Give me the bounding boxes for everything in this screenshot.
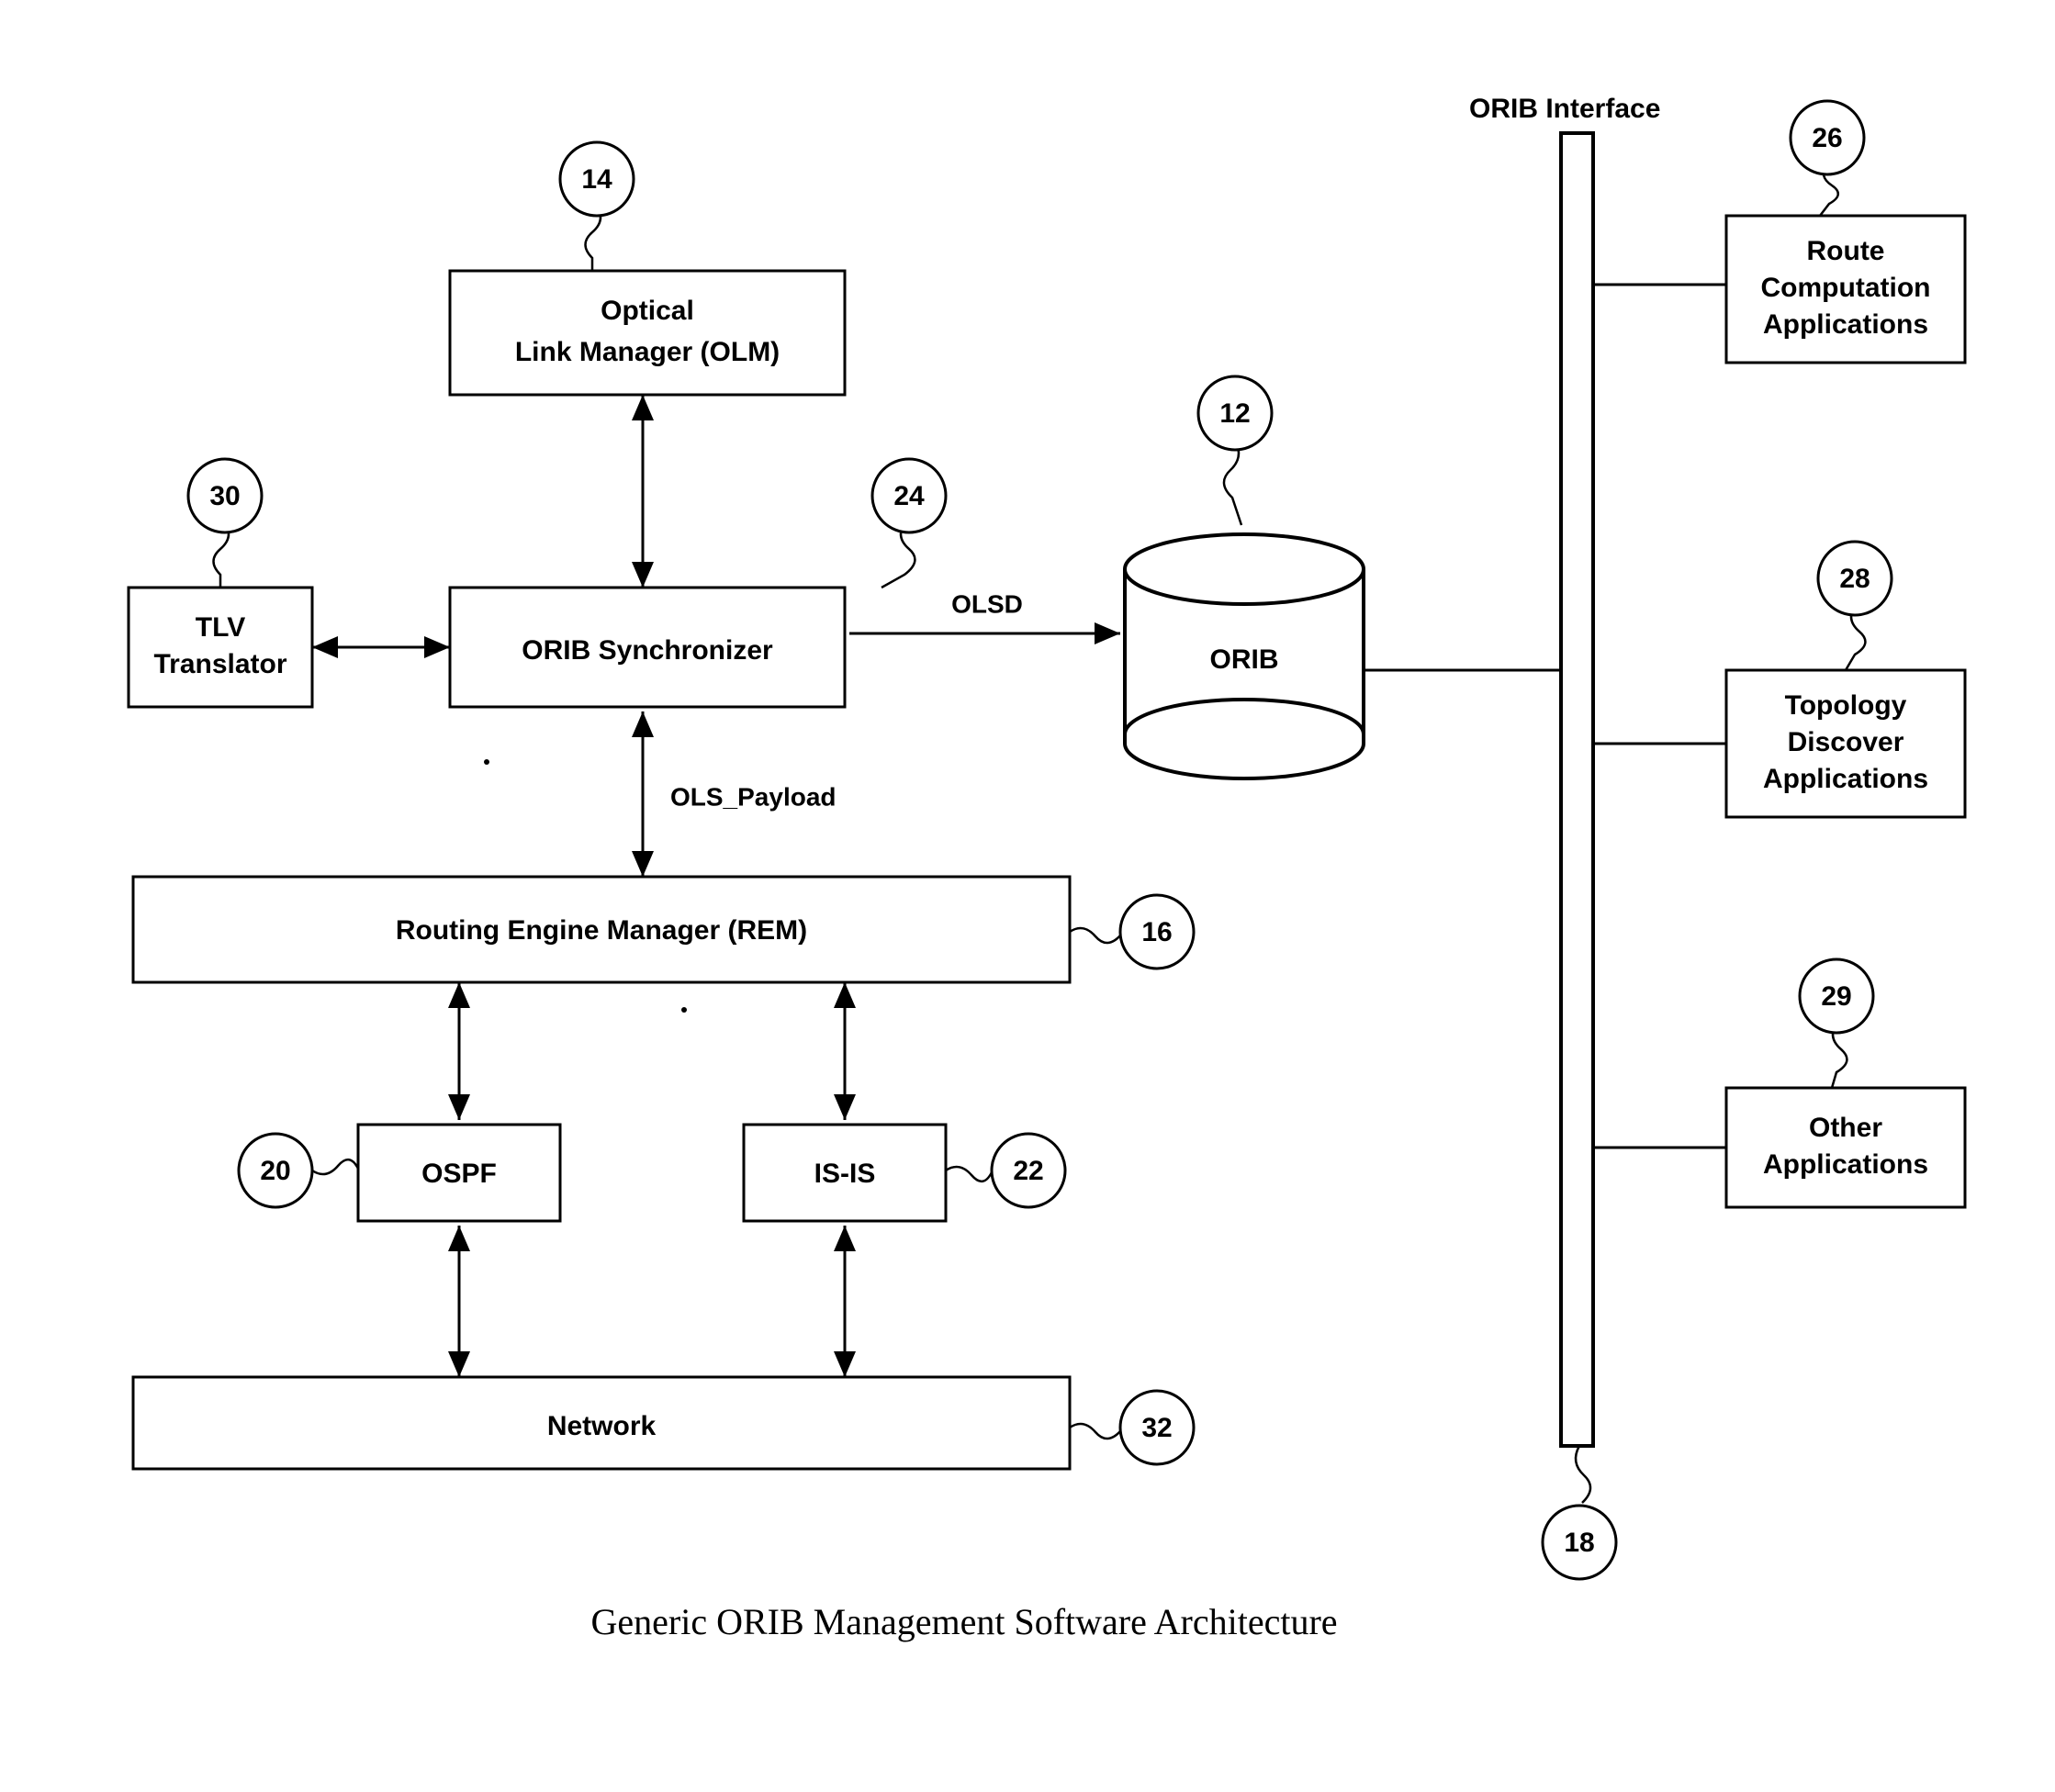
ospf-label: OSPF	[421, 1159, 497, 1189]
tlv-label-1: TLV	[196, 612, 245, 643]
topo-label-1: Topology	[1785, 690, 1907, 721]
ref-26: 26	[1791, 101, 1864, 216]
svg-text:29: 29	[1821, 981, 1851, 1012]
ref-16: 16	[1070, 895, 1194, 969]
topo-label-2: Discover	[1788, 727, 1904, 757]
ref-14: 14	[560, 142, 634, 271]
svg-text:26: 26	[1812, 123, 1842, 153]
ref-22: 22	[946, 1134, 1065, 1207]
node-sync: ORIB Synchronizer	[450, 588, 845, 707]
ref-32: 32	[1070, 1391, 1194, 1464]
dot-decor-2	[681, 1007, 687, 1013]
node-route-app: Route Computation Applications	[1726, 216, 1965, 363]
svg-text:12: 12	[1219, 398, 1250, 429]
diagram-caption: Generic ORIB Management Software Archite…	[590, 1601, 1337, 1642]
svg-text:14: 14	[581, 164, 612, 195]
node-olm: Optical Link Manager (OLM)	[450, 271, 845, 395]
ref-28: 28	[1818, 542, 1892, 670]
node-isis: IS-IS	[744, 1125, 946, 1221]
rem-label: Routing Engine Manager (REM)	[396, 915, 807, 946]
tlv-label-2: Translator	[153, 649, 286, 679]
isis-label: IS-IS	[814, 1159, 876, 1189]
svg-text:30: 30	[209, 481, 240, 511]
node-topology-app: Topology Discover Applications	[1726, 670, 1965, 817]
network-label: Network	[547, 1411, 657, 1441]
ref-30: 30	[188, 459, 262, 588]
olm-label-1: Optical	[601, 296, 694, 326]
dot-decor	[484, 759, 489, 765]
ref-20: 20	[239, 1134, 358, 1207]
route-label-2: Computation	[1761, 273, 1931, 303]
ref-29: 29	[1800, 959, 1873, 1088]
svg-text:22: 22	[1013, 1156, 1043, 1186]
other-label-1: Other	[1809, 1113, 1882, 1143]
node-rem: Routing Engine Manager (REM)	[133, 877, 1070, 982]
svg-text:16: 16	[1141, 917, 1172, 947]
svg-text:28: 28	[1839, 564, 1870, 594]
olm-label-2: Link Manager (OLM)	[515, 337, 780, 367]
edge-label-olsd: OLSD	[951, 589, 1023, 618]
ref-12: 12	[1198, 376, 1272, 525]
node-bus: ORIB Interface	[1469, 94, 1660, 1446]
node-tlv: TLV Translator	[129, 588, 312, 707]
orib-label: ORIB	[1210, 644, 1279, 675]
node-network: Network	[133, 1377, 1070, 1469]
route-label-1: Route	[1807, 236, 1885, 266]
topo-label-3: Applications	[1763, 764, 1928, 794]
edge-label-ols-payload: OLS_Payload	[670, 782, 837, 811]
node-orib: ORIB	[1125, 534, 1364, 778]
other-label-2: Applications	[1763, 1149, 1928, 1180]
route-label-3: Applications	[1763, 309, 1928, 340]
svg-text:18: 18	[1564, 1528, 1594, 1558]
ref-18: 18	[1543, 1446, 1616, 1579]
svg-text:24: 24	[893, 481, 925, 511]
svg-text:20: 20	[260, 1156, 290, 1186]
sync-label: ORIB Synchronizer	[522, 635, 773, 666]
node-other-app: Other Applications	[1726, 1088, 1965, 1207]
node-ospf: OSPF	[358, 1125, 560, 1221]
svg-text:32: 32	[1141, 1413, 1172, 1443]
ref-24: 24	[872, 459, 946, 588]
bus-title: ORIB Interface	[1469, 94, 1660, 124]
